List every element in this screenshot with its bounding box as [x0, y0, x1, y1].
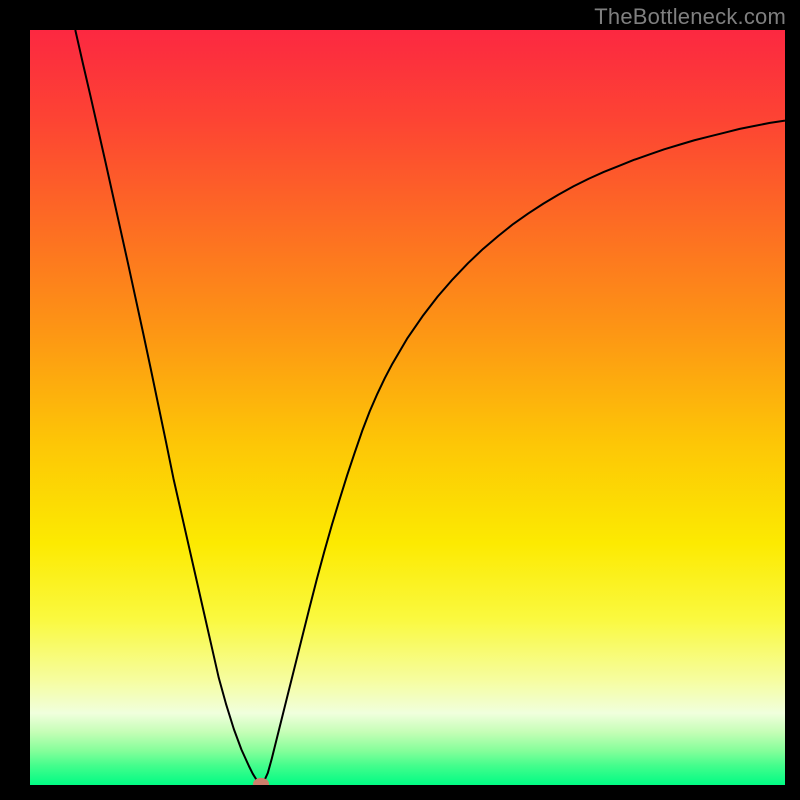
chart-stage: TheBottleneck.com [0, 0, 800, 800]
gradient-background [30, 30, 785, 785]
chart-svg [30, 30, 785, 785]
watermark-text: TheBottleneck.com [594, 4, 786, 30]
plot-area [30, 30, 785, 785]
